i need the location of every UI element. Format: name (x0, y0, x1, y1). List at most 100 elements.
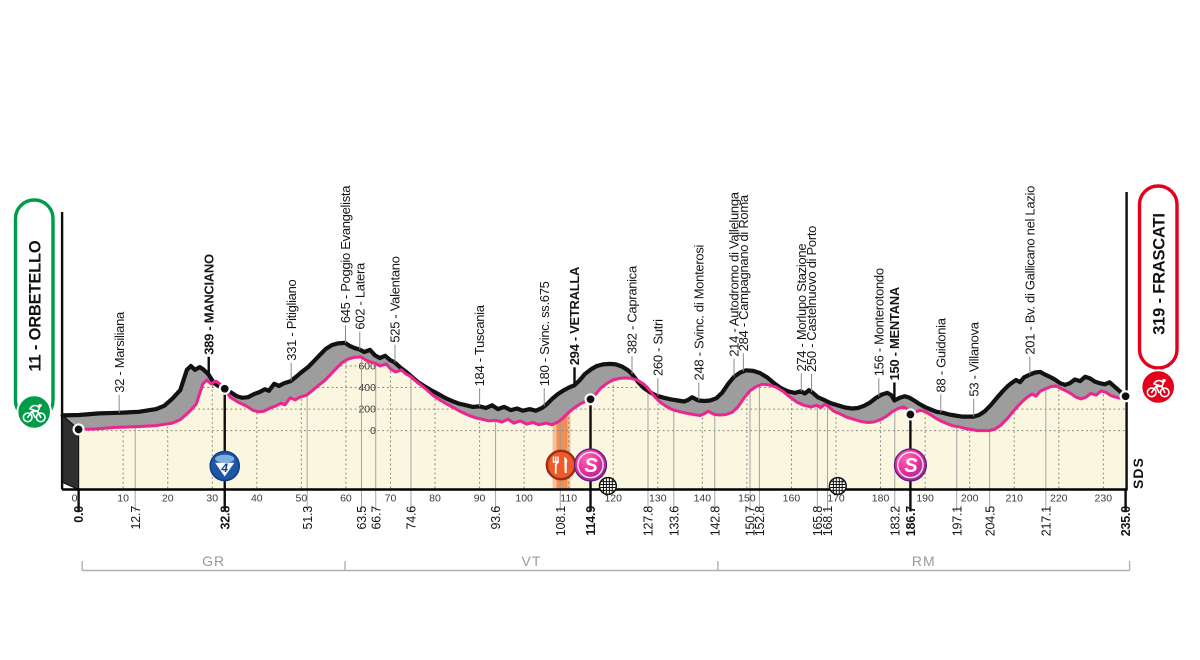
level-crossing-icon (598, 476, 618, 496)
axis-tick-label: 180 (872, 493, 890, 505)
route-elevation-line (77, 355, 1128, 433)
start-capsule: 11 - ORBETELLO (13, 198, 55, 430)
km-distance-label: 127.8 (642, 506, 656, 537)
cyclist-head (38, 403, 42, 408)
km-distance-label: 152.8 (753, 506, 767, 537)
waypoint-label: 645 - Poggio Evangelista (338, 185, 353, 323)
waypoint-label: 214 - Autodromo di Vallelunga (727, 191, 742, 357)
waypoint-label: 150 - MENTANA (887, 286, 902, 380)
axis-tick-label: 30 (206, 493, 218, 505)
province-label: GR (202, 553, 225, 569)
km-distance-label: 183.2 (888, 506, 902, 537)
waypoint-label: 331 - Pitigliano (284, 279, 299, 360)
km-distance-label: 51.3 (301, 506, 315, 530)
waypoint-label: 180 - Svinc. ss.675 (537, 281, 552, 386)
cyclist-icon (22, 412, 33, 423)
axis-tick-label: 150 (738, 493, 756, 505)
axis-tick-label: 200 (961, 493, 979, 505)
gpm-category-number: 4 (220, 461, 228, 475)
axis-tick-label: 110 (560, 493, 577, 505)
axis-tick-label: 60 (340, 493, 352, 505)
level-crossing-circle (828, 476, 847, 496)
gpm-highlight (215, 454, 235, 463)
cyclist-icon (35, 412, 46, 423)
waypoint-label: 382 - Capranica (625, 265, 640, 354)
km-distance-label: 108.1 (554, 506, 568, 537)
cyclist-icon (1146, 387, 1157, 398)
level-crossing-icon (828, 476, 847, 496)
cyclist-frame (26, 404, 42, 419)
waypoint-label: 294 - VETRALLA (567, 266, 582, 365)
sprint-letter: S (904, 455, 918, 477)
feed-zone-icon (545, 449, 577, 481)
sprint-circle (573, 448, 608, 482)
waypoint-label: 156 - Monterotondo (871, 268, 886, 376)
axis-tick-label: 10 (117, 493, 129, 505)
feed-circle (545, 449, 577, 481)
axis-tick-label: 120 (604, 493, 622, 505)
axis-tick-label: 210 (1005, 493, 1023, 505)
sprint-circle (893, 448, 928, 482)
province-bracket-layer: GR VT RM (81, 553, 1131, 572)
waypoint-label: 274 - Morlupo Stazione (794, 244, 809, 372)
axis-tick-label: 130 (649, 493, 667, 505)
axis-tick-label: 140 (694, 493, 712, 505)
knife-icon (564, 456, 568, 473)
km-distance-label: 168.1 (821, 506, 835, 537)
sprint-letter: S (584, 455, 598, 477)
finish-capsule-box (1137, 184, 1179, 370)
route-point-dot (904, 408, 917, 421)
axis-tick-label: 160 (783, 493, 801, 505)
route-point-dot (1119, 390, 1132, 403)
km-distance-label: 235.0 (1119, 506, 1133, 537)
km-distance-label: 93.6 (489, 506, 503, 530)
km-distance-label: 114.9 (584, 506, 598, 536)
sprint-icon: S (573, 448, 608, 482)
waypoint-label: 602 - Latera (352, 262, 367, 330)
sprint-ring (577, 451, 604, 479)
finish-label: 319 - FRASCATI (1151, 213, 1169, 335)
axis-tick-label: 90 (474, 493, 486, 505)
km-distance-label: 74.6 (405, 506, 419, 530)
start-label: 11 - ORBETELLO (27, 240, 45, 371)
cyclist-head (1162, 378, 1166, 383)
km-distance-label: 186.7 (904, 506, 918, 537)
axis-tick-label: 50 (296, 493, 308, 505)
waypoint-labels-layer: 32 - Marsiliana 389 - MANCIANO 331 - Pitig… (112, 185, 1037, 417)
province-label: RM (912, 553, 936, 569)
waypoint-label: 250 - Castelnuovo di Porto (804, 226, 819, 372)
sds-logo: SDS (1130, 457, 1146, 489)
finish-capsule: 319 - FRASCATI (1137, 184, 1179, 405)
km-distance-label: 133.6 (667, 506, 681, 537)
route-point-dot (584, 393, 597, 406)
axis-tick-label: 230 (1095, 493, 1113, 505)
fork-handle (552, 461, 559, 474)
axis-tick-label: 190 (916, 493, 934, 505)
gpm-category-icon: 4 (209, 450, 241, 482)
km-distance-label: 165.8 (811, 506, 825, 537)
axis-tick-label: 20 (162, 493, 174, 505)
km-distance-label: 0.0 (72, 506, 86, 523)
km-distance-label: 12.7 (129, 506, 143, 530)
feed-zone-band-core (556, 370, 568, 490)
km-distance-label: 142.8 (708, 506, 722, 537)
km-distance-labels-layer: 0.0 12.7 32.8 51.3 63.5 66.7 74.6 93.6 108.1 114.… (72, 506, 1133, 537)
waypoint-label: 32 - Marsiliana (112, 311, 127, 393)
km-distance-label: 217.1 (1039, 506, 1053, 537)
elevation-tick-label: 200 (358, 404, 376, 416)
waypoint-label: 389 - MANCIANO (201, 254, 216, 355)
axis-tick-label: 80 (429, 493, 441, 505)
waypoint-label: 525 - Valentano (388, 256, 403, 342)
waypoint-label: 260 - Sutri (650, 319, 665, 376)
sprint-icon: S (893, 448, 928, 482)
axis-tick-label: 0 (72, 493, 78, 505)
waypoint-label: 284 - Campagnano di Roma (736, 194, 751, 351)
km-distance-label: 204.5 (983, 506, 997, 537)
level-crossing-circle (598, 476, 618, 496)
km-distance-label: 63.5 (355, 506, 369, 530)
profile-valley-fill (78, 356, 1126, 490)
axis-tick-label: 100 (515, 493, 533, 505)
finish-cyclist (1146, 378, 1170, 398)
